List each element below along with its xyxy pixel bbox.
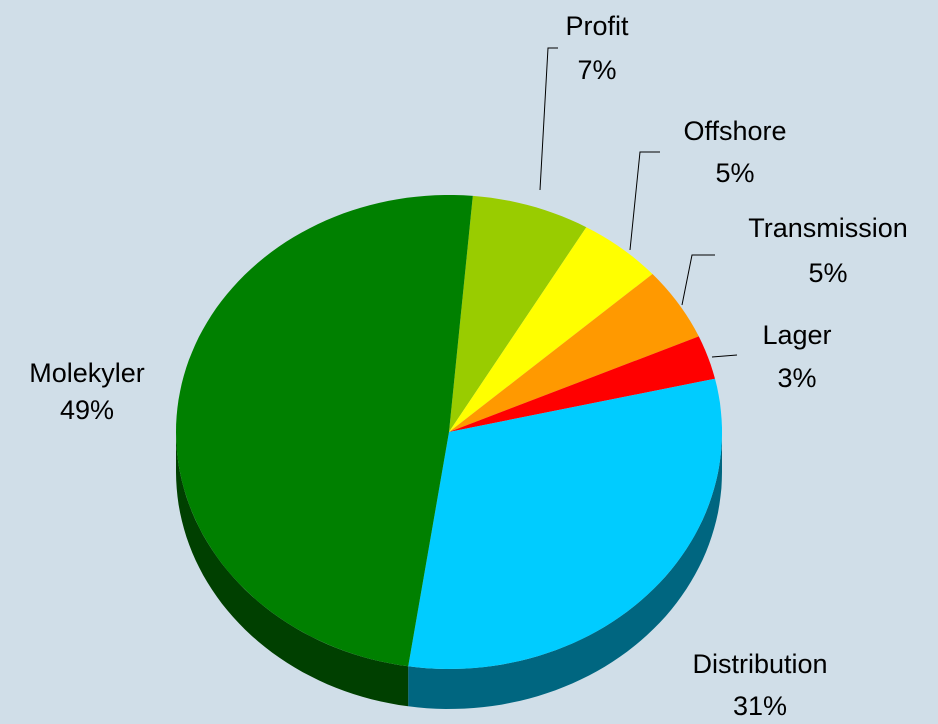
- slice-label: Offshore: [683, 116, 786, 146]
- slice-value-label: 7%: [577, 55, 616, 85]
- slice-value-label: 3%: [777, 363, 816, 393]
- slice-label: Lager: [762, 320, 831, 350]
- pie-walls: [176, 432, 722, 709]
- leader-line: [711, 354, 738, 358]
- pie-slice: [408, 378, 722, 669]
- leader-line: [629, 151, 660, 251]
- pie-slice: [176, 195, 473, 667]
- pie-slice: [449, 227, 653, 432]
- pie-tops: [176, 195, 722, 669]
- pie-slice: [449, 274, 699, 432]
- pie-wall: [408, 432, 722, 709]
- pie-slice: [449, 195, 587, 432]
- slice-label: Distribution: [692, 649, 827, 679]
- slice-label: Profit: [565, 11, 629, 41]
- slice-value-label: 5%: [715, 158, 754, 188]
- slice-label: Molekyler: [29, 358, 145, 388]
- pie-wall: [176, 432, 409, 707]
- leader-line: [539, 47, 558, 191]
- slice-value-label: 5%: [808, 258, 847, 288]
- slice-value-label: 31%: [733, 691, 787, 721]
- labels: Profit 7% Offshore 5% Transmission 5% Lager 3% D…: [29, 11, 908, 721]
- slice-label: Transmission: [748, 213, 908, 243]
- leader-line: [681, 254, 715, 306]
- pie-slice: [449, 336, 715, 432]
- slice-value-label: 49%: [60, 395, 114, 425]
